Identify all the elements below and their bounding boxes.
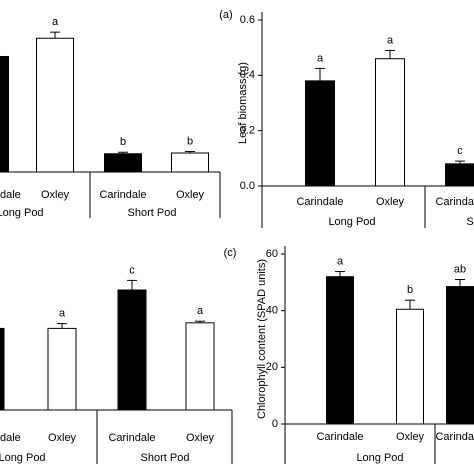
significance-letter: c <box>457 145 463 157</box>
x-tick-label: Oxley <box>41 189 70 201</box>
bar <box>445 163 474 187</box>
bar <box>446 286 474 425</box>
group-label: Long Pod <box>0 452 46 464</box>
significance-letter: b <box>187 135 193 147</box>
significance-letter: b <box>120 136 126 148</box>
bar <box>117 289 147 411</box>
x-tick-label: Oxley <box>376 196 405 208</box>
group-label: Long Pod <box>328 216 375 228</box>
y-tick-label: 0 <box>272 418 278 430</box>
y-tick-label: 40 <box>266 305 278 317</box>
y-tick-label: 0.4 <box>240 69 255 81</box>
bar <box>185 322 215 411</box>
y-tick-label: 0.0 <box>240 180 255 192</box>
y-axis-label: Chlorophyll content (SPAD units) <box>256 259 268 419</box>
x-tick-label: Carinda <box>435 431 474 443</box>
x-tick-label: Carinda <box>435 196 474 208</box>
group-label: Long Pod <box>0 207 44 219</box>
group-label: Long Pod <box>356 452 403 464</box>
y-tick-label: 20 <box>266 361 278 373</box>
x-tick-label: Carindale <box>316 431 363 443</box>
bar <box>305 80 335 187</box>
bar <box>0 327 5 411</box>
x-tick-label: Oxley <box>396 431 425 443</box>
y-tick-label: 0.6 <box>240 14 255 26</box>
x-tick-label: Oxley <box>186 432 215 444</box>
group-label: Short Pod <box>128 207 177 219</box>
significance-letter: ab <box>454 263 466 275</box>
significance-letter: a <box>52 16 59 28</box>
significance-letter: a <box>337 255 344 267</box>
group-label: Short Pod <box>141 452 190 464</box>
panel-label: (c) <box>224 247 237 259</box>
x-tick-label: Oxley <box>48 432 77 444</box>
y-tick-label: 0.2 <box>240 125 255 137</box>
x-tick-label: Carindale <box>296 196 343 208</box>
x-tick-label: Carindale <box>99 189 146 201</box>
significance-letter: b <box>407 284 413 296</box>
x-tick-label: Oxley <box>176 189 205 201</box>
x-tick-label: Carindale <box>108 432 155 444</box>
bar <box>375 58 405 187</box>
bar <box>171 152 209 173</box>
bar <box>0 55 9 173</box>
x-tick-label: dale <box>0 432 21 444</box>
bar <box>104 153 142 173</box>
significance-letter: a <box>59 308 66 320</box>
panel-label: (a) <box>219 9 232 21</box>
bar <box>396 308 424 425</box>
y-axis-label: Leaf biomass (g) <box>237 62 249 144</box>
significance-letter: a <box>317 52 324 64</box>
bar <box>36 37 74 173</box>
significance-letter: a <box>197 305 204 317</box>
bar <box>326 276 354 425</box>
y-tick-label: 60 <box>266 248 278 260</box>
significance-letter: a <box>387 34 394 46</box>
bar <box>47 327 77 411</box>
x-tick-label: dale <box>0 189 21 201</box>
group-label: S <box>466 216 473 228</box>
significance-letter: c <box>129 264 135 276</box>
